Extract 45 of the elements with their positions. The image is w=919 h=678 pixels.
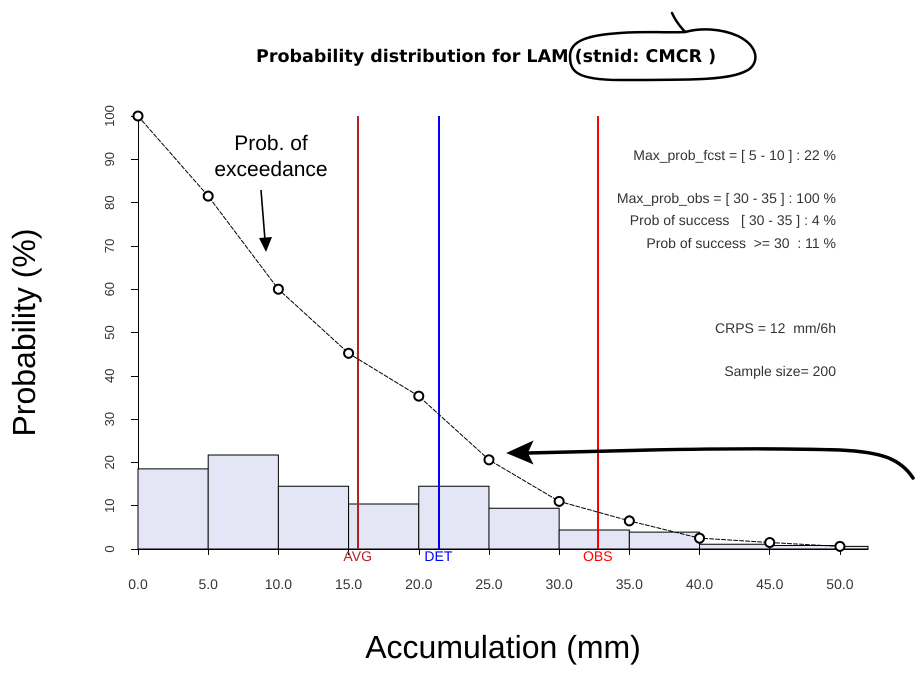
chart-title: Probability distribution for LAM (stnid: CMCR ) <box>256 47 716 67</box>
ref-line-label: OBS <box>582 548 613 564</box>
y-tick-label: 50 <box>102 325 117 340</box>
x-tick-label: 40.0 <box>686 576 714 592</box>
y-tick-label: 70 <box>102 238 117 254</box>
annotation: Prob of success >= 30 : 11 % <box>646 235 836 251</box>
annotation: Prob. of exceedance <box>214 132 328 181</box>
annotation: Sample size= 200 <box>724 363 836 379</box>
point <box>272 284 284 295</box>
annotation: Prob of success [ 30 - 35 ] : 4 % <box>630 212 836 228</box>
x-tick-label: 25.0 <box>475 576 503 592</box>
point <box>413 390 424 402</box>
annotation: CRPS = 12 mm/6h <box>715 320 836 336</box>
x-tick-label: 5.0 <box>198 576 218 592</box>
y-axis-title: Probability (%) <box>6 228 42 437</box>
y-tick-label: 40 <box>102 368 117 384</box>
y-tick-label: 80 <box>102 195 117 210</box>
point <box>694 532 706 544</box>
x-tick-label: 30.0 <box>546 576 573 592</box>
point <box>624 515 635 526</box>
x-axis-title: Accumulation (mm) <box>365 629 641 665</box>
point <box>554 496 565 507</box>
point <box>834 540 846 552</box>
ref-line-label: DET <box>424 548 453 564</box>
annotation: Max_prob_obs = [ 30 - 35 ] : 100 % <box>616 190 836 206</box>
y-tick-label: 0 <box>102 545 117 553</box>
point <box>343 348 354 359</box>
y-tick-label: 100 <box>102 105 117 127</box>
point <box>483 454 494 466</box>
x-tick-label: 35.0 <box>616 576 644 592</box>
point <box>764 537 776 548</box>
x-tick-label: 15.0 <box>334 576 362 592</box>
point <box>202 190 214 202</box>
ref-line-label: AVG <box>343 548 372 564</box>
x-tick-label: 50.0 <box>826 576 854 592</box>
x-tick-label: 20.0 <box>405 576 433 592</box>
x-tick-label: 45.0 <box>756 576 784 592</box>
y-tick-label: 90 <box>102 152 117 167</box>
y-tick-label: 20 <box>102 455 117 470</box>
annotation: Max_prob_fcst = [ 5 - 10 ] : 22 % <box>633 147 836 163</box>
y-tick-label: 60 <box>102 282 117 296</box>
x-tick-label: 0.0 <box>128 576 148 592</box>
y-tick-label: 10 <box>102 498 117 513</box>
y-tick-label: 30 <box>102 412 117 426</box>
x-tick-label: 10.0 <box>264 576 292 592</box>
